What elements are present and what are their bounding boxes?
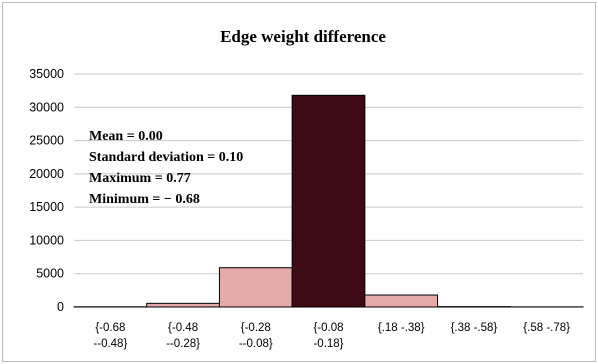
histogram-bar bbox=[218, 267, 293, 308]
x-category-label: {.58 -.78} bbox=[523, 322, 570, 334]
y-tick-label: 5000 bbox=[36, 267, 64, 281]
histogram-bar bbox=[146, 302, 220, 308]
x-category-label-line: {-0.28 bbox=[241, 322, 271, 334]
bars bbox=[73, 94, 584, 308]
histogram-bar bbox=[364, 294, 439, 308]
x-category-label-line: --0.48} bbox=[93, 338, 127, 350]
x-category-label-line: --0.08} bbox=[239, 338, 273, 350]
x-category-label-line: {-0.48 bbox=[168, 322, 198, 334]
x-axis-categories: {-0.68 --0.48}{-0.48 --0.28}{-0.28 --0.08}{… bbox=[93, 322, 570, 350]
histogram-bar bbox=[291, 94, 366, 308]
x-category-label: {-0.68 --0.48} bbox=[93, 322, 127, 350]
stats-annotation: Mean = 0.00 Standard deviation = 0.10 Maxi… bbox=[89, 129, 243, 207]
y-axis-ticks: 0 5000 10000 15000 20000 25000 30000 35000 bbox=[29, 67, 64, 314]
y-tick-label: 0 bbox=[57, 300, 64, 314]
y-tick-label: 35000 bbox=[29, 67, 64, 81]
x-category-label: {-0.48 --0.28} bbox=[166, 322, 200, 350]
x-category-label-line: {.18 -.38} bbox=[378, 322, 425, 334]
x-category-label-line: -0.18} bbox=[313, 338, 343, 350]
y-tick-label: 30000 bbox=[29, 100, 64, 114]
chart-title: Edge weight difference bbox=[220, 27, 386, 46]
x-category-label: {-0.28 --0.08} bbox=[239, 322, 273, 350]
stat-line: Mean = 0.00 bbox=[89, 129, 163, 144]
x-category-label-line: --0.28} bbox=[166, 338, 200, 350]
x-category-label-line: {.38 -.58} bbox=[451, 322, 498, 334]
x-category-label: {-0.08 -0.18} bbox=[313, 322, 343, 350]
y-tick-label: 15000 bbox=[29, 200, 64, 214]
x-category-label: {.38 -.58} bbox=[451, 322, 498, 334]
stat-line: Standard deviation = 0.10 bbox=[89, 150, 243, 165]
stat-line: Minimum = − 0.68 bbox=[89, 192, 200, 207]
y-tick-label: 10000 bbox=[29, 233, 64, 247]
y-tick-label: 20000 bbox=[29, 167, 64, 181]
x-category-label-line: {-0.68 bbox=[95, 322, 125, 334]
x-category-label: {.18 -.38} bbox=[378, 322, 425, 334]
x-category-label-line: {-0.08 bbox=[313, 322, 343, 334]
y-tick-label: 25000 bbox=[29, 134, 64, 148]
stat-line: Maximum = 0.77 bbox=[89, 171, 191, 186]
x-category-label-line: {.58 -.78} bbox=[523, 322, 570, 334]
